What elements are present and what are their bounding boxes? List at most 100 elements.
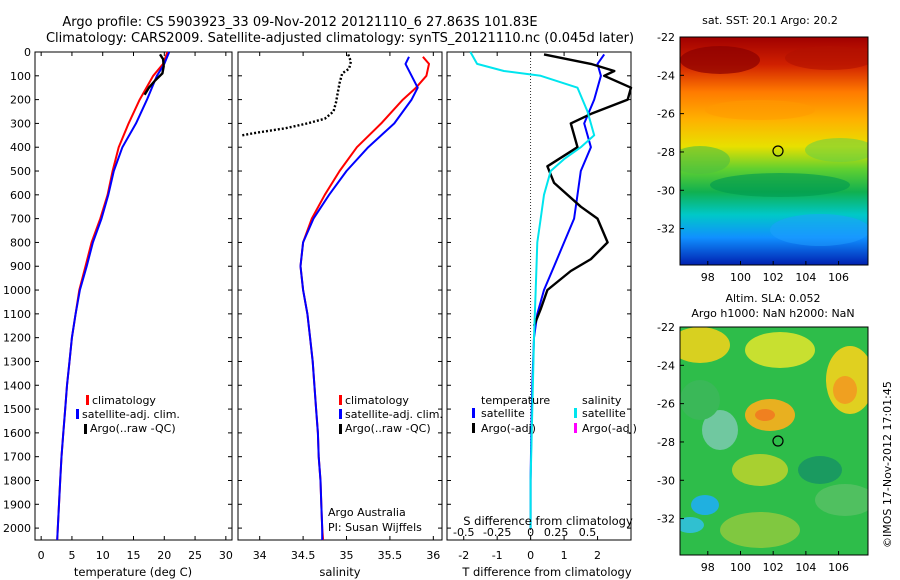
credit-line1: Argo Australia xyxy=(328,506,406,519)
series-line xyxy=(56,51,169,541)
x-tick-label: 15 xyxy=(127,549,141,562)
series-line xyxy=(299,56,419,540)
y-tick-label: 1800 xyxy=(3,474,31,487)
salinity-plot: 34 34.5 35 35.5 36 xyxy=(238,51,442,562)
map-y-tick-label: -30 xyxy=(657,474,675,487)
y-tick-label: 900 xyxy=(10,260,31,273)
difference-x-label: T difference from climatology xyxy=(461,565,632,579)
temperature-panel-frame xyxy=(34,51,233,541)
y-tick-label: 1300 xyxy=(3,355,31,368)
map-x-tick-label: 104 xyxy=(795,271,816,284)
map-y-tick-label: -22 xyxy=(657,31,675,44)
legend-label: Argo(-adj) xyxy=(481,422,536,435)
legend-label: Argo(..raw -QC) xyxy=(345,422,431,435)
series-line xyxy=(242,53,353,137)
map-y-tick-label: -22 xyxy=(657,321,675,334)
sla-map-title-line2: Argo h1000: NaN h2000: NaN xyxy=(691,307,854,320)
x-tick-label: 36 xyxy=(426,549,440,562)
x2-tick-label: 0.25 xyxy=(544,526,569,539)
x-tick-label: 35.5 xyxy=(378,549,403,562)
salinity-legend: climatology satellite-adj. clim. Argo(..… xyxy=(339,394,443,435)
legend-swatch-satellite xyxy=(76,409,79,419)
legend-label: climatology xyxy=(345,394,409,407)
legend-label: climatology xyxy=(92,394,156,407)
y-tick-label: 1700 xyxy=(3,451,31,464)
map-x-tick-label: 100 xyxy=(730,271,751,284)
difference-top-x-label: S difference from climatology xyxy=(463,514,633,528)
x-tick-label: 1 xyxy=(561,549,568,562)
legend-label: Argo(..raw -QC) xyxy=(90,422,176,435)
y-tick-label: 1000 xyxy=(3,284,31,297)
y-tick-label: 1100 xyxy=(3,308,31,321)
salinity-panel-frame xyxy=(237,51,443,541)
x-tick-label: 30 xyxy=(219,549,233,562)
legend-swatch-t-argo xyxy=(472,423,475,433)
y-tick-label: 800 xyxy=(10,236,31,249)
x2-tick-label: 0.5 xyxy=(579,526,597,539)
map-y-tick-label: -26 xyxy=(657,108,675,121)
timestamp-sidebar: ©IMOS 17-Nov-2012 17:01:45 xyxy=(881,381,894,548)
y-tick-label: 0 xyxy=(24,46,31,59)
x-tick-label: 25 xyxy=(188,549,202,562)
x-tick-label: 34.5 xyxy=(291,549,316,562)
difference-panel-frame xyxy=(446,51,632,541)
map-y-tick-label: -32 xyxy=(657,223,675,236)
difference-legend: temperature salinity satellite Argo(-adj… xyxy=(472,394,637,435)
legend-label: satellite xyxy=(481,407,525,420)
x2-tick-label: -0.25 xyxy=(483,526,511,539)
legend-swatch-argo xyxy=(84,424,87,434)
map-x-tick-label: 102 xyxy=(763,271,784,284)
series-line xyxy=(532,53,633,327)
y-tick-label: 1200 xyxy=(3,332,31,345)
legend-swatch-climatology xyxy=(339,395,342,405)
y-tick-label: 1500 xyxy=(3,403,31,416)
legend-swatch-argo xyxy=(339,424,342,434)
x-tick-label: 20 xyxy=(157,549,171,562)
series-line xyxy=(56,51,171,541)
sla-map-frame xyxy=(679,326,869,556)
series-line xyxy=(529,53,606,529)
map-y-tick-label: -24 xyxy=(657,359,675,372)
map-x-tick-label: 102 xyxy=(763,561,784,574)
y-tick-label: 500 xyxy=(10,165,31,178)
y-tick-label: 1900 xyxy=(3,498,31,511)
x-tick-label: 0 xyxy=(38,549,45,562)
sla-map-title-line1: Altim. SLA: 0.052 xyxy=(725,292,820,305)
map-x-tick-label: 100 xyxy=(730,561,751,574)
y-tick-label: 700 xyxy=(10,213,31,226)
temperature-legend: climatology satellite-adj. clim. Argo(..… xyxy=(76,394,180,435)
legend-swatch-climatology xyxy=(86,395,89,405)
salinity-x-label: salinity xyxy=(319,565,360,579)
y-tick-label: 100 xyxy=(10,70,31,83)
series-line xyxy=(469,51,596,529)
sst-map-image xyxy=(680,37,868,265)
map-y-tick-label: -30 xyxy=(657,184,675,197)
legend-swatch-s-argo xyxy=(574,423,577,433)
series-line xyxy=(143,53,165,96)
difference-plot: -2 -1 0 1 2-0.5 -0.25 0 0.25 0.5 xyxy=(447,51,633,562)
sla-map-image xyxy=(680,327,868,555)
x-tick-label: 35 xyxy=(340,549,354,562)
map-y-tick-label: -28 xyxy=(657,146,675,159)
x-tick-label: 10 xyxy=(96,549,110,562)
x-tick-label: 0 xyxy=(527,549,534,562)
y-tick-label: 1400 xyxy=(3,379,31,392)
legend-label: satellite xyxy=(582,407,626,420)
y-tick-label: 2000 xyxy=(3,522,31,535)
sla-map-axes: 98 100 102 104 106 -22 -24 -26 -28 -30 -32 xyxy=(657,321,849,574)
map-y-tick-label: -24 xyxy=(657,69,675,82)
figure-title-line1: Argo profile: CS 5903923_33 09-Nov-2012 … xyxy=(62,15,537,30)
y-tick-label: 200 xyxy=(10,94,31,107)
x-tick-label: 5 xyxy=(68,549,75,562)
legend-swatch-s-satellite xyxy=(574,408,577,418)
x-tick-label: -2 xyxy=(458,549,469,562)
legend-swatch-satellite xyxy=(339,409,342,419)
y-tick-label: 400 xyxy=(10,141,31,154)
y-tick-label: 1600 xyxy=(3,427,31,440)
x-tick-label: -1 xyxy=(492,549,503,562)
sst-argo-marker xyxy=(772,145,784,157)
y-tick-label: 600 xyxy=(10,189,31,202)
y-tick-label: 300 xyxy=(10,117,31,130)
map-y-tick-label: -32 xyxy=(657,513,675,526)
